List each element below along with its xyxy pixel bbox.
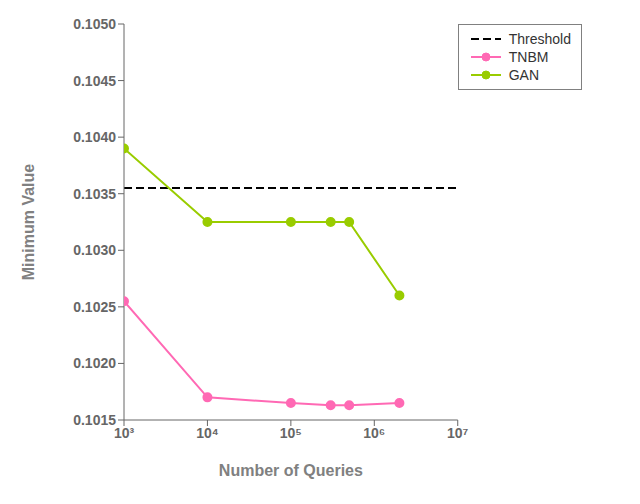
svg-text:0.1050: 0.1050	[73, 16, 116, 32]
svg-text:0.1015: 0.1015	[73, 412, 116, 428]
svg-text:10⁴: 10⁴	[196, 425, 219, 441]
svg-text:0.1035: 0.1035	[73, 186, 116, 202]
svg-text:0.1045: 0.1045	[73, 73, 116, 89]
svg-text:Minimum Value: Minimum Value	[20, 164, 37, 281]
html-text:GAN: GAN	[508, 67, 540, 83]
svg-text:10⁵: 10⁵	[280, 425, 302, 441]
svg-text:10⁶: 10⁶	[363, 425, 385, 441]
svg-text:0.1040: 0.1040	[73, 129, 116, 145]
html-text:Threshold: Threshold	[508, 31, 571, 47]
svg-text:0.1025: 0.1025	[73, 299, 116, 315]
svg-text:Number of Queries: Number of Queries	[219, 462, 363, 479]
html-text:TNBM: TNBM	[508, 49, 549, 65]
svg-text:0.1020: 0.1020	[73, 355, 116, 371]
svg-text:0.1030: 0.1030	[73, 242, 116, 258]
svg-text:10³: 10³	[114, 425, 135, 441]
svg-text:10⁷: 10⁷	[447, 425, 469, 441]
